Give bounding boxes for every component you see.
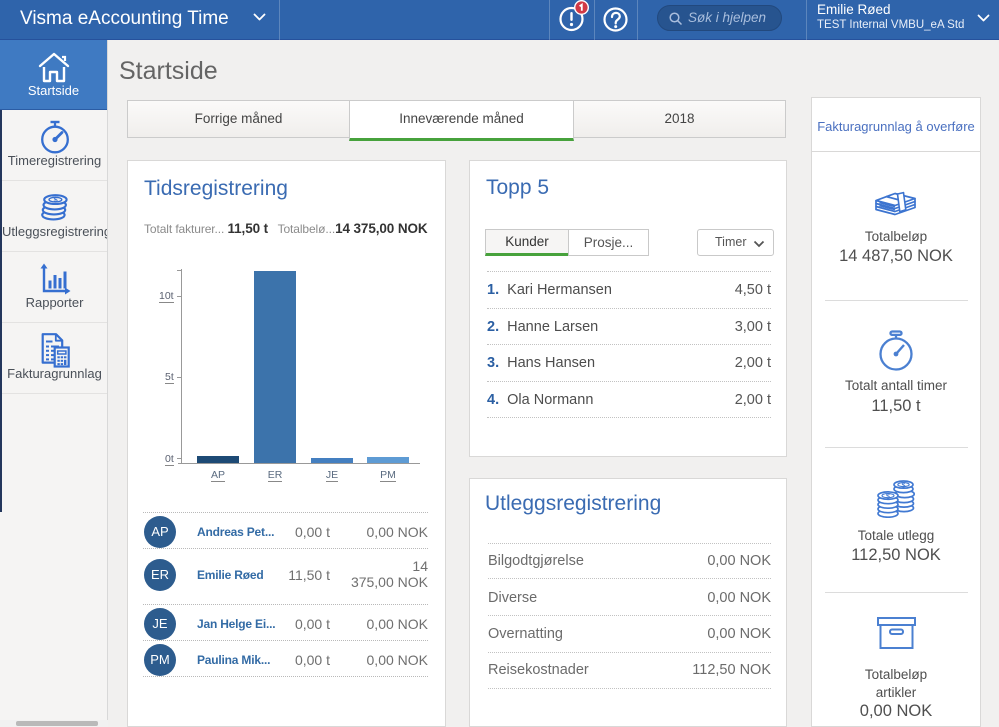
svg-text:$: $ [902, 482, 906, 489]
svg-text:$: $ [53, 195, 58, 204]
svg-text:$: $ [886, 493, 890, 500]
